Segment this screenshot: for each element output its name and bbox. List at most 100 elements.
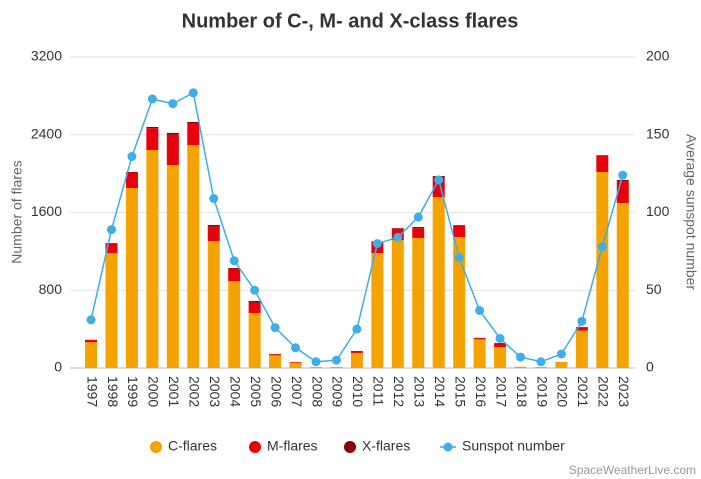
x-tick-label: 2021 [575, 376, 591, 407]
x-tick-label: 2012 [391, 376, 407, 407]
bar-segment [146, 150, 159, 368]
line-point [106, 225, 116, 235]
bar-segment [575, 327, 588, 331]
line-point [413, 212, 423, 222]
source: SpaceWeatherLive.com [569, 463, 696, 477]
line-point [372, 239, 382, 249]
x-tick-label: 2023 [616, 376, 632, 407]
bar-segment [228, 268, 241, 282]
x-tick-label: 2006 [268, 376, 284, 407]
bar-segment [494, 343, 507, 348]
x-tick-label: 2010 [350, 376, 366, 407]
x-tick-label: 2005 [248, 376, 264, 407]
line-point [618, 170, 628, 180]
bar-segment [269, 355, 282, 368]
bar-segment [350, 350, 363, 353]
x-tick-label: 2000 [146, 376, 162, 407]
bar-segment [166, 164, 179, 368]
line-point [331, 355, 341, 365]
y-tick-label: 2400 [31, 125, 62, 141]
x-tick-label: 2004 [227, 376, 243, 407]
bar-segment [166, 132, 179, 135]
line-point [168, 99, 178, 109]
y2-tick-label: 50 [646, 281, 662, 297]
y-tick-label: 3200 [31, 48, 62, 64]
legend-symbol [249, 441, 261, 453]
y2-tick-label: 100 [646, 203, 670, 219]
bar-segment [616, 179, 629, 182]
x-tick-label: 2016 [473, 376, 489, 407]
bar-segment [187, 145, 200, 368]
bar-segment [248, 301, 261, 303]
bar-segment [371, 253, 384, 368]
line-point [250, 285, 260, 295]
legend-label: X-flares [362, 438, 410, 454]
x-tick-label: 1999 [125, 376, 141, 407]
y2-tick-label: 200 [646, 48, 670, 64]
bar-segment [616, 202, 629, 368]
x-tick-label: 2009 [330, 376, 346, 407]
x-tick-label: 2015 [452, 376, 468, 407]
x-tick-label: 2020 [555, 376, 571, 407]
bar-segment [248, 302, 261, 313]
legend-symbol [443, 442, 453, 452]
bar-segment [350, 352, 363, 368]
bar-segment [146, 126, 159, 129]
bar-segment [125, 172, 138, 189]
line-point [188, 88, 198, 98]
line-point [393, 232, 403, 242]
legend-label: Sunspot number [462, 438, 565, 454]
x-tick-label: 2008 [309, 376, 325, 407]
bar-segment [207, 225, 220, 227]
y2-axis-label: Average sunspot number [683, 134, 699, 291]
bar-segment [105, 243, 118, 254]
y-tick-label: 0 [54, 359, 62, 375]
bar-segment [473, 337, 486, 340]
bar-segment [575, 330, 588, 368]
bar-segment [105, 253, 118, 368]
bar-segment [228, 281, 241, 368]
legend-symbol [150, 441, 162, 453]
bar-segment [248, 312, 261, 368]
line-point [475, 305, 485, 315]
legend-label: M-flares [267, 438, 318, 454]
bar-segment [473, 339, 486, 368]
bar-segment [85, 342, 98, 368]
x-tick-label: 1998 [105, 376, 121, 407]
bar-segment [166, 134, 179, 165]
bar-segment [494, 347, 507, 368]
y2-tick-label: 150 [646, 125, 670, 141]
line-point [209, 194, 219, 204]
line-point [86, 315, 96, 325]
bar-segment [289, 362, 302, 368]
x-tick-label: 2013 [412, 376, 428, 407]
line-point [556, 349, 566, 359]
bar-segment [412, 227, 425, 229]
bar-segment [330, 367, 343, 368]
bar-segment [432, 197, 445, 368]
bar-segment [187, 122, 200, 124]
bar-segment [146, 128, 159, 151]
bar-segment [412, 228, 425, 238]
legend-label: C-flares [168, 438, 217, 454]
bar-segment [453, 236, 466, 368]
bar-segment [391, 228, 404, 229]
bar-segment [412, 237, 425, 368]
bar-segment [125, 188, 138, 368]
y-tick-label: 800 [39, 281, 63, 297]
line-point [597, 242, 607, 252]
bar-segment [228, 267, 241, 269]
x-tick-label: 2011 [371, 376, 387, 406]
x-tick-label: 2002 [187, 376, 203, 407]
x-tick-label: 2022 [596, 376, 612, 407]
bar-segment [309, 367, 322, 368]
x-tick-label: 2017 [493, 376, 509, 407]
bar-segment [207, 226, 220, 241]
bar-segment [453, 225, 466, 237]
line-point [516, 352, 526, 362]
bar-segment [187, 123, 200, 146]
line-point [147, 94, 157, 104]
bar-segment [207, 240, 220, 368]
y2-tick-label: 0 [646, 359, 654, 375]
line-point [291, 343, 301, 353]
